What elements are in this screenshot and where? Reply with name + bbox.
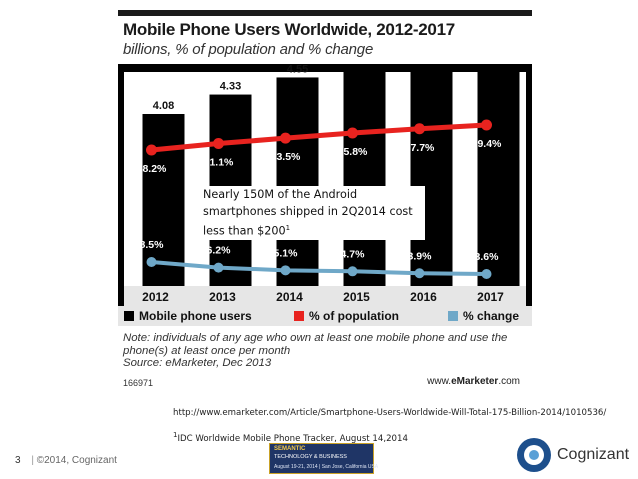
change-point-2017 (481, 269, 492, 279)
brand-prefix: www. (427, 376, 452, 387)
change-point-2014 (280, 265, 291, 276)
x-tick-2012: 2012 (142, 290, 169, 304)
footer-separator: | (31, 455, 34, 466)
event-logo-line2: TECHNOLOGY & BUSINESS (274, 454, 347, 460)
change-point-2013 (213, 262, 224, 273)
bar-2016 (410, 64, 453, 286)
event-logo-line3: August 19-21, 2014 | San Jose, Californi… (274, 464, 379, 470)
legend-swatch-users (124, 311, 134, 321)
android-annotation: Nearly 150M of the Android smartphones s… (201, 186, 425, 240)
change-label-2012: 8.5% (140, 239, 165, 251)
bar-2012 (142, 114, 185, 286)
brand-name: eMarketer (451, 376, 499, 387)
legend-swatch-population (294, 311, 304, 321)
population-point-2012 (146, 144, 157, 156)
annotation-text: Nearly 150M of the Android smartphones s… (203, 188, 413, 238)
emarketer-chart-card: Mobile Phone Users Worldwide, 2012-2017 … (118, 10, 532, 388)
chart-top-rule (118, 10, 532, 16)
chart-legend: Mobile phone users % of population % cha… (118, 306, 532, 326)
chart-svg: 4.084.334.554.774.955.1358.2%61.1%63.5%6… (124, 64, 526, 306)
chart-title: Mobile Phone Users Worldwide, 2012-2017 (123, 20, 455, 39)
change-label-2013: 6.2% (207, 245, 232, 257)
change-point-2012 (146, 257, 157, 267)
semantic-tech-logo: SEMANTIC TECHNOLOGY & BUSINESS August 19… (269, 443, 378, 474)
x-tick-2013: 2013 (209, 290, 236, 304)
bar-label-2013: 4.33 (220, 81, 241, 93)
change-point-2015 (347, 266, 358, 277)
chart-id: 166971 (123, 378, 154, 388)
idc-footnote-mark: 1 (173, 431, 178, 439)
population-label-2015: 65.8% (338, 146, 368, 158)
x-tick-2017: 2017 (477, 290, 504, 304)
brand-suffix: .com (498, 376, 520, 387)
event-logo-line1: SEMANTIC (274, 446, 306, 452)
population-line (151, 122, 487, 153)
chart-note: Note: individuals of any age who own at … (123, 332, 527, 370)
chart-subtitle: billions, % of population and % change (123, 41, 374, 58)
change-line (151, 260, 487, 276)
population-point-2014 (280, 132, 291, 144)
population-label-2013: 61.1% (204, 157, 234, 169)
legend-label-population: % of population (309, 309, 399, 323)
legend-item-change: % change (448, 308, 519, 324)
bar-label-2012: 4.08 (153, 100, 174, 112)
population-point-2016 (414, 123, 425, 135)
emarketer-brand: www.eMarketer.com (427, 376, 520, 387)
x-tick-2015: 2015 (343, 290, 370, 304)
cognizant-logo: Cognizant (517, 438, 630, 474)
population-point-2013 (213, 138, 224, 150)
source-url[interactable]: http://www.emarketer.com/Article/Smartph… (173, 408, 607, 418)
chart-plot-area: 4.084.334.554.774.955.1358.2%61.1%63.5%6… (118, 64, 532, 314)
note-text: Note: individuals of any age who own at … (123, 332, 508, 357)
cognizant-logo-icon (517, 438, 551, 472)
company-name: Cognizant (557, 446, 630, 463)
bar-2017 (477, 64, 520, 286)
change-label-2017: 3.6% (475, 251, 500, 263)
population-point-2015 (347, 127, 358, 139)
change-label-2014: 5.1% (274, 247, 299, 259)
legend-swatch-change (448, 311, 458, 321)
change-point-2016 (414, 268, 425, 279)
population-label-2016: 67.7% (405, 142, 435, 154)
footer-copyright: ©2014, Cognizant (36, 455, 117, 466)
change-label-2015: 4.7% (341, 248, 366, 260)
bar-label-2014: 4.55 (287, 64, 308, 75)
idc-footnote-text: IDC Worldwide Mobile Phone Tracker, Augu… (177, 433, 408, 444)
population-label-2017: 69.4% (472, 138, 502, 150)
population-label-2012: 58.2% (137, 163, 167, 175)
change-label-2016: 3.9% (408, 250, 433, 262)
x-tick-2014: 2014 (276, 290, 303, 304)
plot-background (124, 72, 526, 286)
population-point-2017 (481, 119, 492, 131)
bar-2015 (343, 64, 386, 287)
x-tick-2016: 2016 (410, 290, 437, 304)
idc-footnote: 1IDC Worldwide Mobile Phone Tracker, Aug… (173, 431, 408, 444)
annotation-footnote-mark: 1 (285, 224, 291, 232)
legend-item-population: % of population (294, 308, 399, 324)
legend-label-change: % change (463, 309, 520, 323)
slide-footer: 3 | ©2014, Cognizant (15, 455, 117, 466)
legend-label-users: Mobile phone users (139, 309, 252, 323)
legend-item-users: Mobile phone users (124, 308, 252, 324)
population-label-2014: 63.5% (271, 151, 301, 163)
bar-2014 (276, 77, 319, 286)
x-axis-band (124, 286, 526, 306)
source-text: Source: eMarketer, Dec 2013 (123, 357, 272, 369)
page-number: 3 (15, 455, 21, 466)
cognizant-logo-dot (529, 450, 539, 460)
